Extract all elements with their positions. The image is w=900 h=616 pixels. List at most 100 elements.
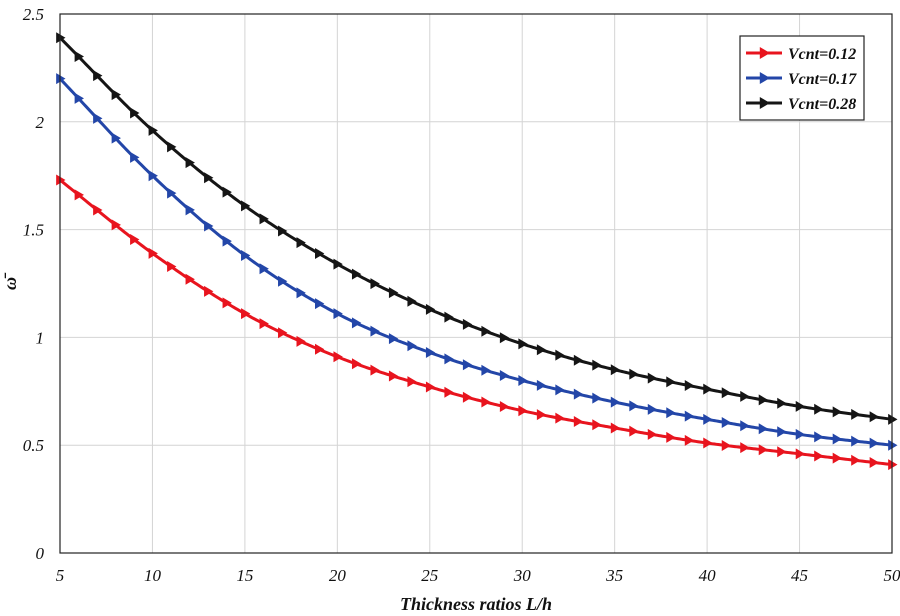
x-tick-label: 40 bbox=[699, 566, 717, 585]
series-marker bbox=[573, 388, 584, 400]
series-marker bbox=[592, 392, 602, 404]
series-marker bbox=[93, 70, 103, 82]
series-marker bbox=[204, 285, 214, 297]
series-marker bbox=[222, 297, 232, 309]
series-marker bbox=[148, 124, 158, 136]
series-marker bbox=[518, 338, 528, 350]
series-marker bbox=[167, 141, 177, 153]
series-marker bbox=[814, 403, 824, 415]
series-marker bbox=[684, 380, 695, 392]
series-marker bbox=[259, 213, 269, 225]
series-marker bbox=[851, 454, 861, 466]
series-marker bbox=[721, 387, 732, 399]
series-line bbox=[58, 77, 893, 447]
series-marker bbox=[462, 359, 473, 371]
series-marker bbox=[832, 406, 843, 418]
series-marker bbox=[388, 287, 399, 299]
x-axis-title: Thickness ratios L/h bbox=[400, 594, 552, 614]
x-tick-label: 20 bbox=[329, 566, 347, 585]
series-marker bbox=[74, 189, 84, 201]
series-marker bbox=[536, 379, 547, 391]
series-marker bbox=[222, 235, 232, 247]
series-marker bbox=[388, 333, 399, 345]
series-marker bbox=[647, 428, 658, 440]
series-marker bbox=[814, 431, 824, 443]
series-marker bbox=[647, 372, 658, 384]
series-marker bbox=[888, 439, 898, 451]
series-marker bbox=[795, 428, 806, 440]
series-marker bbox=[185, 273, 195, 285]
series-marker bbox=[130, 107, 140, 119]
series-marker bbox=[592, 419, 602, 431]
y-tick-label: 1.5 bbox=[23, 221, 44, 240]
series-marker bbox=[74, 51, 84, 63]
series-marker bbox=[629, 368, 639, 380]
series-marker bbox=[610, 396, 621, 408]
series-marker bbox=[314, 298, 325, 310]
series-marker bbox=[185, 157, 195, 169]
series-marker bbox=[721, 417, 732, 429]
series-marker bbox=[629, 400, 639, 412]
series-marker bbox=[388, 370, 399, 382]
x-tick-label: 50 bbox=[884, 566, 900, 585]
series-marker bbox=[851, 408, 861, 420]
series-marker bbox=[684, 434, 695, 446]
series-marker bbox=[204, 172, 214, 184]
legend-marker bbox=[759, 47, 770, 59]
series-marker bbox=[259, 318, 269, 330]
series-line bbox=[58, 36, 893, 421]
series-marker bbox=[351, 317, 362, 329]
series-marker bbox=[555, 349, 565, 361]
series-marker bbox=[370, 364, 380, 376]
series-marker bbox=[684, 410, 695, 422]
y-tick-labels: 0 0.5 1 1.5 2 2.5 bbox=[23, 5, 45, 563]
legend-label: Vcnt=0.12 bbox=[788, 46, 856, 63]
series-marker bbox=[111, 219, 121, 231]
series-marker bbox=[351, 358, 362, 370]
series-marker bbox=[758, 444, 769, 456]
series-marker bbox=[130, 151, 140, 163]
series-marker bbox=[425, 303, 436, 315]
series-marker bbox=[93, 112, 103, 124]
series-marker bbox=[444, 311, 454, 323]
series-marker bbox=[721, 439, 732, 451]
x-tick-labels: 5 10 15 20 25 30 35 40 45 50 bbox=[56, 566, 900, 585]
series-marker bbox=[555, 384, 565, 396]
series-marker bbox=[278, 225, 288, 237]
series-marker bbox=[777, 426, 787, 438]
series-marker bbox=[740, 390, 750, 402]
series-marker bbox=[758, 394, 769, 406]
series-marker bbox=[296, 287, 306, 299]
series-marker bbox=[425, 381, 436, 393]
series-marker bbox=[666, 407, 676, 419]
series-marker bbox=[573, 416, 584, 428]
series-marker bbox=[499, 400, 510, 412]
series-marker bbox=[407, 295, 417, 307]
series-marker bbox=[167, 187, 177, 199]
series-marker bbox=[814, 450, 824, 462]
series-marker bbox=[740, 442, 750, 454]
series-marker bbox=[499, 332, 510, 344]
grid-lines bbox=[60, 14, 892, 553]
series-marker bbox=[167, 260, 177, 272]
y-tick-label: 2 bbox=[36, 113, 45, 132]
legend: Vcnt=0.12 Vcnt=0.17 Vcnt=0.28 bbox=[739, 35, 865, 121]
series-marker bbox=[314, 248, 325, 260]
legend-label: Vcnt=0.28 bbox=[788, 96, 856, 113]
series-marker bbox=[481, 396, 491, 408]
series-marker bbox=[407, 376, 417, 388]
series-marker bbox=[888, 459, 898, 471]
series-group bbox=[56, 32, 898, 471]
series-marker bbox=[573, 354, 584, 366]
series-marker bbox=[777, 397, 787, 409]
series-marker bbox=[333, 308, 343, 320]
series-marker bbox=[832, 433, 843, 445]
series-marker bbox=[259, 263, 269, 275]
series-marker bbox=[740, 420, 750, 432]
series-marker bbox=[278, 275, 288, 287]
x-tick-label: 5 bbox=[56, 566, 65, 585]
series-marker bbox=[296, 335, 306, 347]
series-marker bbox=[56, 174, 66, 186]
series-marker bbox=[93, 204, 103, 216]
